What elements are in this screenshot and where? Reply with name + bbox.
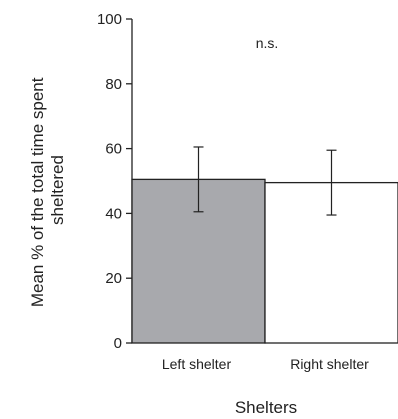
y-axis: 0 20 40 60 80 100 (97, 11, 133, 352)
y-tick-label: 40 (105, 205, 122, 222)
x-axis-title: Shelters (235, 398, 297, 417)
significance-annotation: n.s. (256, 35, 279, 51)
bars (131, 178, 398, 344)
y-tick-label: 60 (105, 141, 122, 158)
y-axis-title-line-2: sheltered (48, 155, 67, 225)
y-tick-label: 80 (105, 76, 122, 93)
y-tick-label: 0 (114, 335, 122, 352)
y-axis-title: Mean % of the total time spent sheltered (28, 73, 67, 307)
y-axis-title-line-1: Mean % of the total time spent (28, 77, 47, 307)
y-tick-label: 20 (105, 270, 122, 287)
x-tick-labels: Left shelter Right shelter (162, 356, 369, 372)
x-tick-label: Right shelter (290, 356, 369, 372)
error-bars (193, 146, 337, 216)
y-tick-label: 100 (97, 11, 122, 28)
x-tick-label: Left shelter (162, 356, 232, 372)
